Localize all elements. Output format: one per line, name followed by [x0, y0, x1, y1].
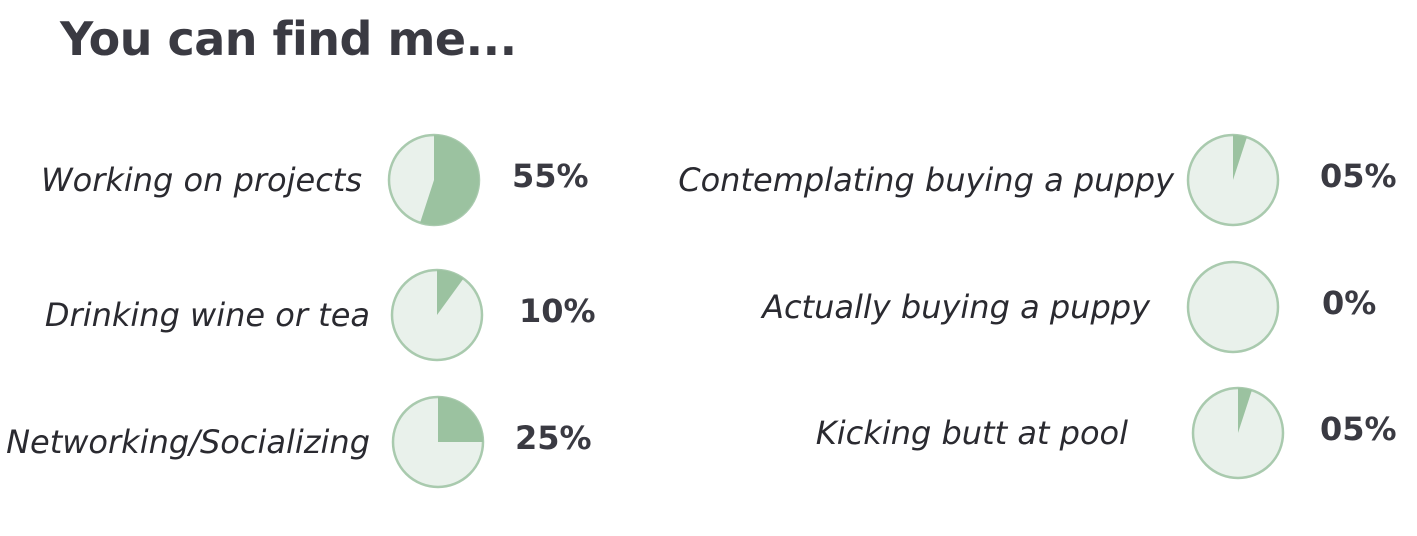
percent-drinking-wine-or-tea: 10% [519, 292, 596, 330]
item-label-working-on-projects: Working on projects [40, 161, 362, 199]
pie-actually-buying-a-puppy [1186, 260, 1280, 354]
pie-drinking-wine-or-tea [390, 268, 484, 362]
pie-working-on-projects [387, 133, 481, 227]
item-label-contemplating-buying-a-puppy: Contemplating buying a puppy [678, 161, 1174, 199]
pie-kicking-butt-at-pool [1191, 386, 1285, 480]
item-label-networking-socializing: Networking/Socializing [6, 423, 370, 461]
pie-slice [420, 135, 479, 225]
pie-slice [438, 397, 483, 442]
page-title: You can find me... [60, 12, 517, 66]
pie-contemplating-buying-a-puppy [1186, 133, 1280, 227]
item-label-actually-buying-a-puppy: Actually buying a puppy [762, 288, 1150, 326]
percent-actually-buying-a-puppy: 0% [1322, 284, 1377, 322]
pie-slice [1238, 388, 1252, 433]
pie-slice [1233, 135, 1247, 180]
percent-contemplating-buying-a-puppy: 05% [1320, 157, 1397, 195]
percent-kicking-butt-at-pool: 05% [1320, 410, 1397, 448]
percent-networking-socializing: 25% [515, 419, 592, 457]
item-label-kicking-butt-at-pool: Kicking butt at pool [815, 414, 1128, 452]
item-label-drinking-wine-or-tea: Drinking wine or tea [44, 296, 370, 334]
percent-working-on-projects: 55% [512, 157, 589, 195]
pie-slice [437, 270, 464, 315]
pie-networking-socializing [391, 395, 485, 489]
pie-background [1186, 260, 1280, 354]
